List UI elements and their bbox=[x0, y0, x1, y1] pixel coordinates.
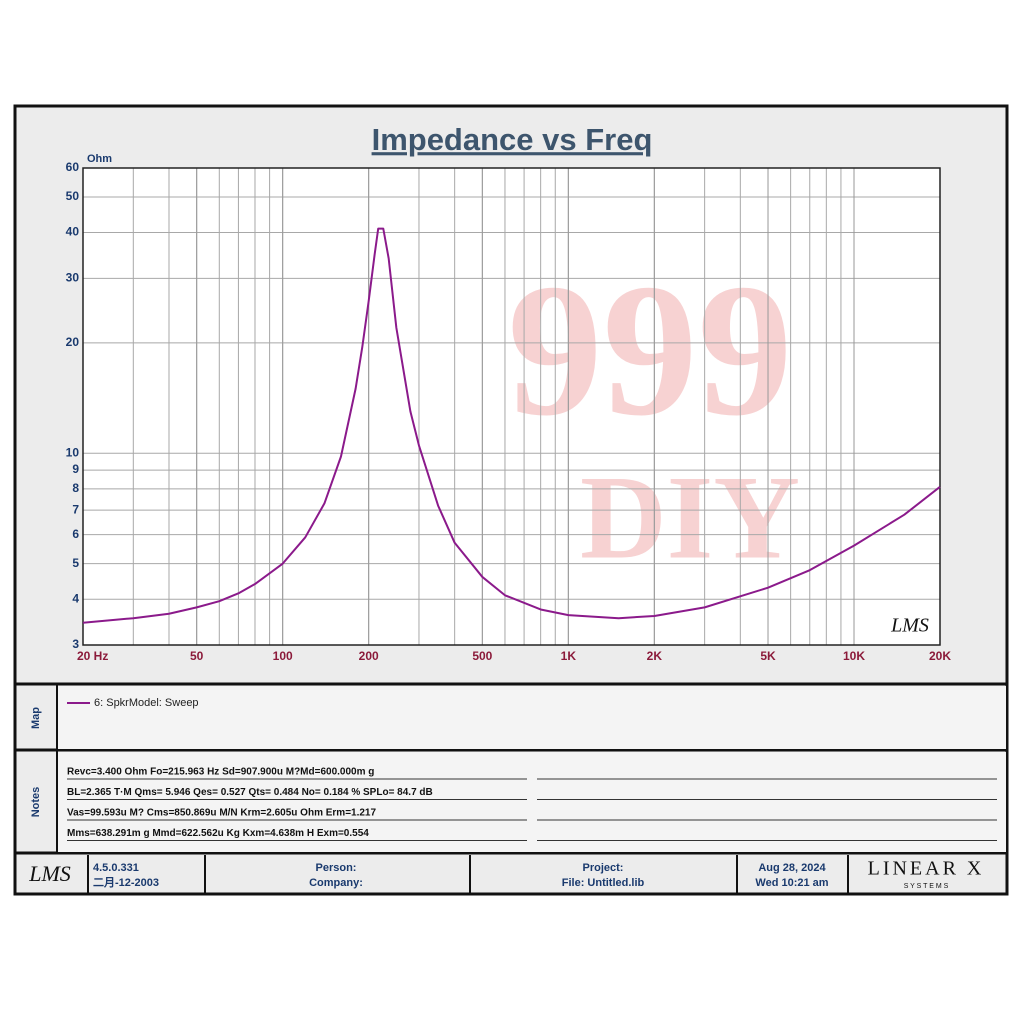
map-label: Map bbox=[30, 707, 42, 729]
brand-sub: S Y S T E M S bbox=[904, 883, 949, 890]
chart-title: Impedance vs Freq bbox=[372, 122, 653, 157]
y-tick-label: 7 bbox=[72, 502, 79, 516]
map-panel bbox=[58, 686, 1006, 749]
brand: LINEAR X bbox=[868, 858, 985, 880]
legend-label: 6: SpkrModel: Sweep bbox=[94, 697, 199, 709]
time: Wed 10:21 am bbox=[755, 877, 828, 889]
watermark: DIY bbox=[580, 451, 800, 584]
x-tick-label: 500 bbox=[472, 649, 492, 663]
x-tick-label: 2K bbox=[647, 649, 663, 663]
note-line: Mms=638.291m g Mmd=622.562u Kg Kxm=4.638… bbox=[67, 828, 369, 839]
plot-area bbox=[83, 168, 940, 645]
y-tick-label: 5 bbox=[72, 556, 79, 570]
impedance-curve bbox=[82, 227, 941, 624]
y-tick-label: 4 bbox=[72, 591, 79, 605]
notes-label: Notes bbox=[30, 787, 42, 818]
y-unit: Ohm bbox=[87, 153, 112, 165]
footer-dividers bbox=[87, 855, 849, 893]
notes-panel bbox=[58, 752, 1006, 852]
x-tick-label: 50 bbox=[190, 649, 204, 663]
note-line: Revc=3.400 Ohm Fo=215.963 Hz Sd=907.900u… bbox=[67, 767, 374, 778]
date: Aug 28, 2024 bbox=[758, 862, 826, 874]
x-tick-label: 1K bbox=[561, 649, 577, 663]
y-tick-label: 8 bbox=[72, 481, 79, 495]
y-tick-label: 9 bbox=[72, 462, 79, 476]
company: Company: bbox=[309, 877, 363, 889]
version: 4.5.0.331 bbox=[93, 862, 139, 874]
corner-logo: LMS bbox=[890, 615, 929, 637]
y-tick-label: 30 bbox=[66, 271, 80, 285]
x-tick-label: 10K bbox=[843, 649, 865, 663]
project: Project: bbox=[583, 862, 624, 874]
y-tick-label: 10 bbox=[66, 445, 80, 459]
file: File: Untitled.lib bbox=[562, 877, 645, 889]
y-tick-label: 20 bbox=[66, 335, 80, 349]
x-tick-label: 200 bbox=[359, 649, 379, 663]
x-tick-label: 20K bbox=[929, 649, 951, 663]
y-tick-label: 50 bbox=[66, 189, 80, 203]
y-tick-label: 6 bbox=[72, 527, 79, 541]
footer-logo: LMS bbox=[28, 861, 71, 886]
note-line: BL=2.365 T·M Qms= 5.946 Qes= 0.527 Qts= … bbox=[67, 787, 433, 798]
watermark: 999 bbox=[508, 246, 793, 456]
note-line: Vas=99.593u M? Cms=850.869u M/N Krm=2.60… bbox=[67, 808, 376, 819]
build-date: 二月-12-2003 bbox=[93, 876, 159, 889]
person: Person: bbox=[316, 862, 357, 874]
y-tick-label: 40 bbox=[66, 225, 80, 239]
plot-border bbox=[82, 167, 941, 646]
y-tick-label: 3 bbox=[72, 637, 79, 651]
y-tick-label: 60 bbox=[66, 160, 80, 174]
x-tick-label: 20 Hz bbox=[77, 649, 108, 663]
x-tick-label: 100 bbox=[273, 649, 293, 663]
x-tick-label: 5K bbox=[760, 649, 776, 663]
